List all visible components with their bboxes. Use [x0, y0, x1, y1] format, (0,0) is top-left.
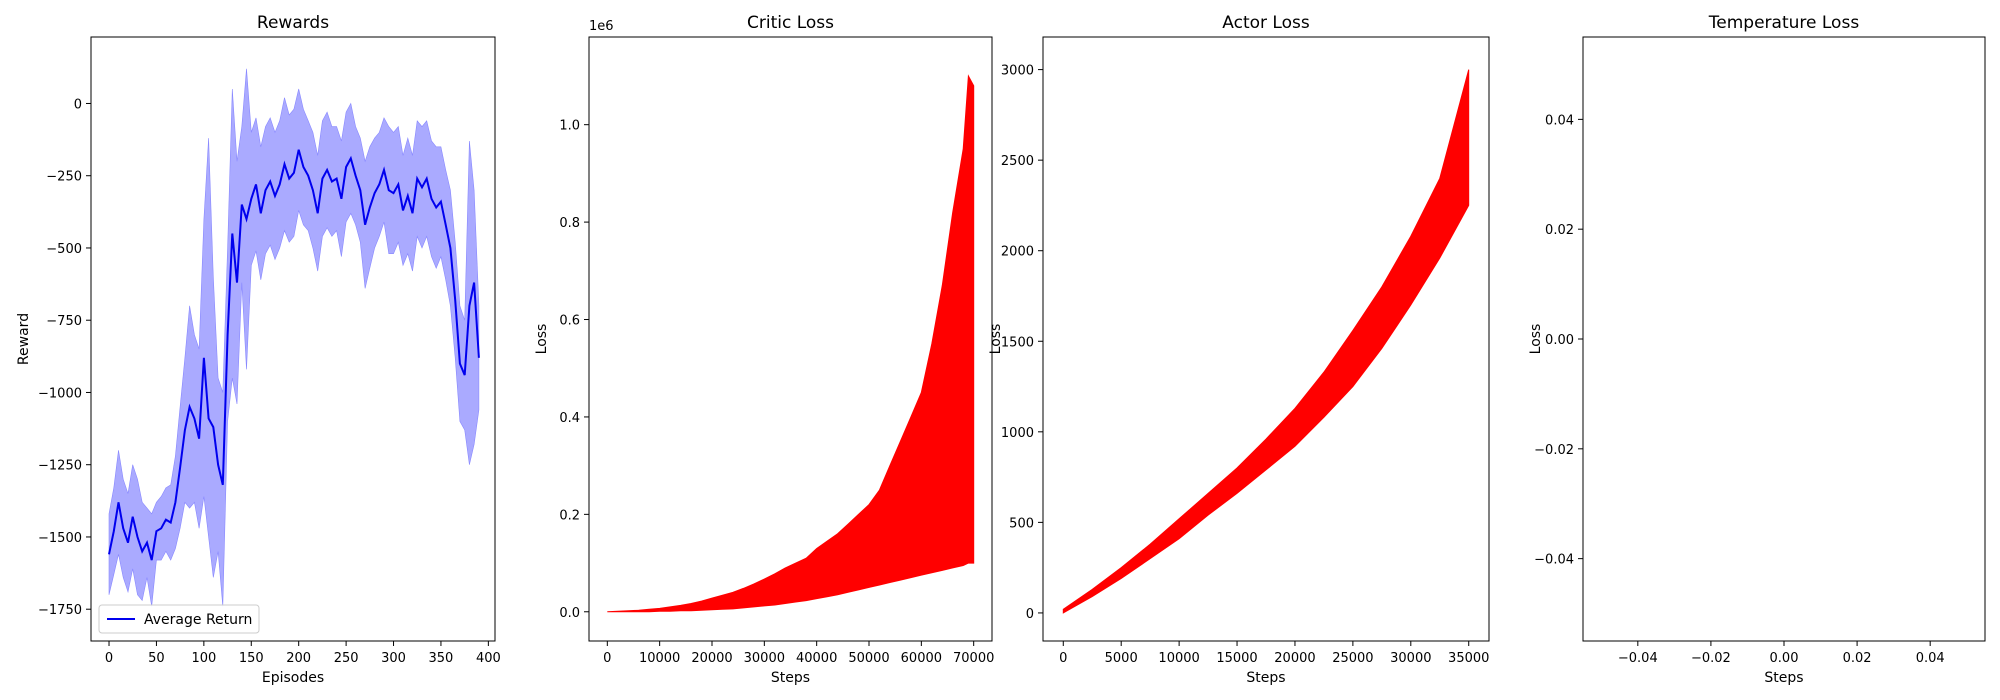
y-tick-label: 0.6 [559, 314, 580, 329]
y-tick-label: −500 [46, 242, 82, 257]
x-tick-label: 10000 [1158, 651, 1199, 666]
y-tick-label: 2000 [1001, 245, 1034, 260]
x-tick-label: 200 [286, 651, 311, 666]
y-tick-label: 0.02 [1545, 223, 1574, 238]
x-tick-label: 10000 [639, 651, 680, 666]
series-band-0 [108, 68, 480, 607]
x-tick-label: 60000 [901, 651, 942, 666]
chart-title: Temperature Loss [1708, 13, 1860, 33]
x-tick-label: 20000 [1274, 651, 1315, 666]
series-envelope-0 [1062, 69, 1470, 614]
x-tick-label: 300 [381, 651, 406, 666]
y-tick-label: −750 [46, 314, 82, 329]
series-envelope-0 [607, 74, 975, 613]
x-axis-label: Episodes [262, 670, 324, 686]
y-axis-label: Loss [988, 324, 1004, 355]
legend: Average Return [98, 604, 260, 634]
x-axis-label: Steps [1764, 670, 1803, 686]
y-tick-label: 2500 [1001, 154, 1034, 169]
x-tick-label: 20000 [691, 651, 732, 666]
subplot-1: 0 10000 20000 30000 40000 50000 60000 70000 0.0 0… [534, 13, 994, 686]
axes-frame [90, 36, 496, 642]
subplot-2: 0 5000 10000 15000 20000 25000 30000 35000 0 500 1… [988, 13, 1490, 686]
x-tick-label: 35000 [1448, 651, 1489, 666]
y-tick-label: 0.04 [1545, 113, 1574, 128]
y-tick-label: −0.02 [1534, 443, 1574, 458]
y-tick-label: −1250 [38, 459, 82, 474]
y-tick-label: 0.8 [559, 216, 580, 231]
x-tick-label: 0.04 [1916, 651, 1945, 666]
chart-title: Actor Loss [1222, 13, 1310, 33]
x-tick-label: 150 [239, 651, 264, 666]
y-tick-label: 0.4 [559, 411, 580, 426]
subplot-0: 0 50 100 150 200 250 300 350 400 −1750 −1500 −1250 −… [16, 13, 501, 686]
x-tick-label: 0.02 [1843, 651, 1872, 666]
x-tick-label: −0.04 [1618, 651, 1658, 666]
y-tick-label: −250 [46, 170, 82, 185]
x-tick-label: 70000 [953, 651, 994, 666]
x-tick-label: 5000 [1105, 651, 1138, 666]
y-tick-label: −0.04 [1534, 553, 1574, 568]
x-tick-label: 50000 [848, 651, 889, 666]
x-tick-label: 40000 [796, 651, 837, 666]
series-line-0 [108, 149, 480, 561]
y-tick-label: 0.00 [1545, 333, 1574, 348]
x-tick-label: 0 [105, 651, 113, 666]
x-axis-label: Steps [1246, 670, 1285, 686]
y-tick-label: −1500 [38, 531, 82, 546]
x-tick-label: 0 [1059, 651, 1067, 666]
y-axis-label: Reward [16, 313, 32, 365]
x-tick-label: 100 [191, 651, 216, 666]
x-tick-label: 350 [429, 651, 454, 666]
x-tick-label: −0.02 [1691, 651, 1731, 666]
x-tick-label: 15000 [1216, 651, 1257, 666]
x-tick-label: 30000 [744, 651, 785, 666]
y-tick-label: 500 [1009, 516, 1034, 531]
x-tick-label: 30000 [1390, 651, 1431, 666]
x-tick-label: 0 [603, 651, 611, 666]
y-axis-label: Loss [1528, 324, 1544, 355]
y-tick-label: 0.2 [559, 508, 580, 523]
chart-title: Rewards [257, 13, 329, 33]
subplot-3: −0.04 −0.02 0.00 0.02 0.04 −0.04 −0.02 0.00 0.02… [1528, 13, 1986, 686]
y-tick-label: 1.0 [559, 119, 580, 134]
y-tick-label: 0 [74, 97, 82, 112]
x-tick-label: 0.00 [1770, 651, 1799, 666]
legend-entry: Average Return [144, 612, 252, 628]
y-tick-label: 3000 [1001, 64, 1034, 79]
x-tick-label: 400 [476, 651, 501, 666]
axes-frame [588, 36, 993, 642]
legend-box [98, 604, 260, 634]
y-tick-label: 0.0 [559, 606, 580, 621]
y-tick-label: 0 [1026, 607, 1034, 622]
y-tick-label: −1000 [38, 386, 82, 401]
chart-title: Critic Loss [747, 13, 834, 33]
y-tick-label: −1750 [38, 603, 82, 618]
x-tick-label: 25000 [1332, 651, 1373, 666]
x-tick-label: 50 [148, 651, 165, 666]
x-tick-label: 250 [334, 651, 359, 666]
y-tick-label: 1000 [1001, 426, 1034, 441]
axes-frame [1582, 36, 1986, 642]
y-offset-text: 1e6 [589, 19, 614, 34]
x-axis-label: Steps [771, 670, 810, 686]
axes-frame [1042, 36, 1490, 642]
y-axis-label: Loss [534, 324, 550, 355]
y-tick-label: 1500 [1001, 335, 1034, 350]
